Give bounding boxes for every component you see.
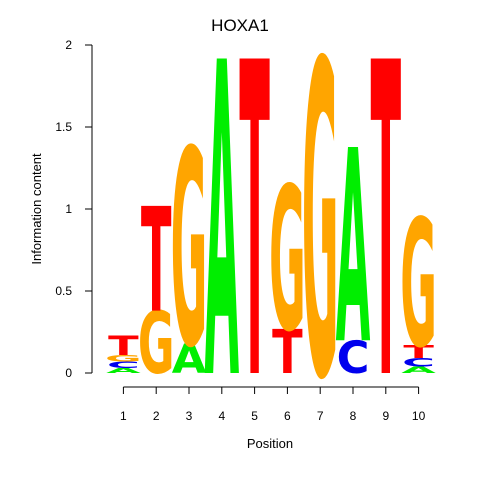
logo-letter-g: G <box>105 353 142 364</box>
y-tick-label: 0 <box>65 366 72 380</box>
logo-letter-a: A <box>336 95 371 403</box>
logo-column: TG <box>269 145 306 388</box>
logo-letter-g: G <box>171 94 208 408</box>
logo-letter-a: A <box>106 367 141 375</box>
logo-letter-g: G <box>302 0 339 476</box>
x-tick-label: 1 <box>120 409 127 423</box>
logo-letter-g: G <box>138 295 175 394</box>
logo-column: A <box>204 0 239 476</box>
x-axis-title: Position <box>247 436 293 451</box>
x-tick-label: 4 <box>218 409 225 423</box>
y-axis: 0 0.5 1 1.5 2 <box>55 38 93 380</box>
logo-column: CA <box>336 95 371 403</box>
logo-letter-t: T <box>141 178 172 345</box>
logo-letter-a: A <box>204 0 239 476</box>
x-tick-label: 10 <box>412 409 426 423</box>
chart-title: HOXA1 <box>211 16 269 35</box>
logo-letter-g: G <box>400 183 437 387</box>
y-tick-label: 2 <box>65 38 72 52</box>
x-tick-label: 9 <box>382 409 389 423</box>
x-tick-label: 3 <box>186 409 193 423</box>
logo-letter-a: A <box>172 336 207 383</box>
y-tick-label: 1.5 <box>55 120 72 134</box>
x-tick-label: 2 <box>153 409 160 423</box>
logo-column: T <box>239 0 270 476</box>
logo-letter-g: G <box>269 145 306 375</box>
logo-column: AG <box>171 94 208 408</box>
logo-letter-c: C <box>107 360 140 371</box>
logo-column: GT <box>138 178 175 394</box>
logo-letter-t: T <box>371 0 402 476</box>
logo-letter-a: A <box>401 365 436 376</box>
x-tick-label: 6 <box>284 409 291 423</box>
logo-letter-t: T <box>403 342 434 363</box>
y-tick-label: 1 <box>65 202 72 216</box>
x-tick-label: 7 <box>317 409 324 423</box>
y-axis-title: Information content <box>29 153 44 265</box>
logo-letter-t: T <box>272 317 303 388</box>
logo-letter-c: C <box>402 356 435 369</box>
logo-letter-t: T <box>239 0 270 476</box>
x-tick-label: 5 <box>251 409 258 423</box>
logo-column: T <box>371 0 402 476</box>
x-axis: 1 2 3 4 5 6 7 8 9 10 <box>120 386 426 423</box>
logo-letter-t: T <box>108 330 139 361</box>
logo-letter-c: C <box>337 331 370 384</box>
logo-column: G <box>302 0 339 476</box>
y-tick-label: 0.5 <box>55 284 72 298</box>
x-tick-label: 8 <box>350 409 357 423</box>
